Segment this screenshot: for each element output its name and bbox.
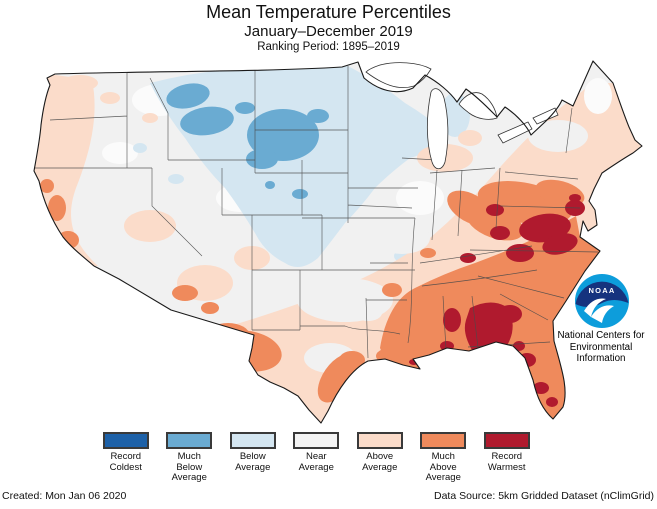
created-date: Created: Mon Jan 06 2020 xyxy=(2,490,127,502)
legend-swatch xyxy=(356,432,403,449)
us-percentile-map xyxy=(0,58,657,430)
legend-swatch xyxy=(420,432,467,449)
page-subtitle: January–December 2019 xyxy=(244,23,413,40)
legend: Record Coldest Much Below Average Below … xyxy=(94,432,539,484)
lake-erie xyxy=(497,121,533,144)
legend-label: Below Average xyxy=(235,451,271,473)
legend-item-much-below: Much Below Average xyxy=(158,432,222,484)
legend-item-record-warmest: Record Warmest xyxy=(475,432,539,484)
legend-swatch xyxy=(229,432,276,449)
ranking-period: Ranking Period: 1895–2019 xyxy=(257,41,400,53)
legend-item-near: Near Average xyxy=(285,432,349,484)
ncei-attribution: National Centers for Environmental Infor… xyxy=(539,330,657,365)
page-title: Mean Temperature Percentiles xyxy=(206,2,451,22)
legend-label: Much Below Average xyxy=(171,451,207,483)
legend-label: Much Above Average xyxy=(425,451,461,483)
ncei-line-3: Information xyxy=(576,353,626,364)
header: Mean Temperature Percentiles January–Dec… xyxy=(0,2,657,54)
legend-label: Record Coldest xyxy=(109,451,142,473)
legend-label: Record Warmest xyxy=(487,451,526,473)
legend-swatch xyxy=(483,432,530,449)
data-source: Data Source: 5km Gridded Dataset (nClimG… xyxy=(434,490,654,502)
ncei-line-2: Environmental xyxy=(569,341,633,353)
us-map-svg xyxy=(33,60,643,424)
lake-huron xyxy=(458,92,498,120)
lake-ontario xyxy=(532,107,559,125)
legend-label: Above Average xyxy=(362,451,398,473)
legend-item-much-above: Much Above Average xyxy=(412,432,476,484)
ncei-line-1: National Centers for xyxy=(557,330,645,341)
legend-item-above: Above Average xyxy=(348,432,412,484)
noaa-logo-icon: NOAA xyxy=(575,274,629,328)
noaa-logo-text: NOAA xyxy=(589,286,616,295)
legend-swatch xyxy=(166,432,213,449)
legend-label: Near Average xyxy=(298,451,334,473)
us-outline xyxy=(33,60,643,424)
legend-item-record-coldest: Record Coldest xyxy=(94,432,158,484)
lake-superior xyxy=(365,62,432,89)
legend-swatch xyxy=(293,432,340,449)
legend-swatch xyxy=(102,432,149,449)
lake-michigan xyxy=(426,88,449,170)
legend-item-below: Below Average xyxy=(221,432,285,484)
